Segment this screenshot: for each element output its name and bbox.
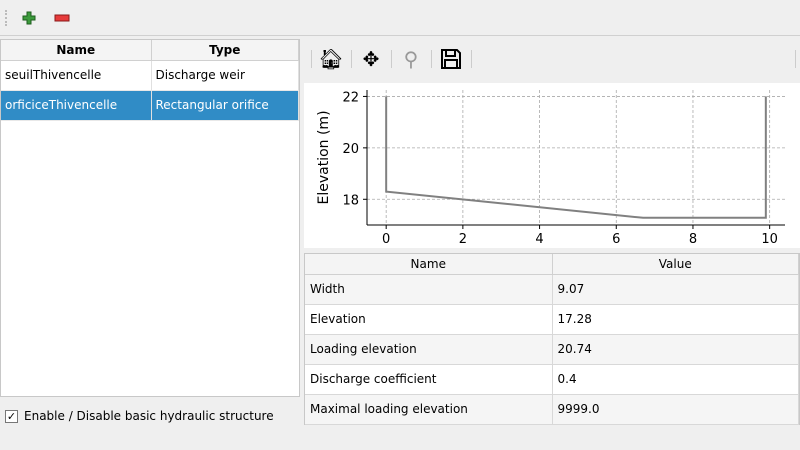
structure-name[interactable]: seuilThivencelle [1, 60, 152, 91]
column-header-name[interactable]: Name [305, 254, 553, 275]
x-tick-label: 4 [535, 232, 543, 247]
param-value[interactable]: 0.4 [552, 364, 799, 395]
main-toolbar [0, 0, 800, 36]
param-name: Elevation [305, 304, 553, 335]
x-tick-label: 6 [612, 232, 620, 247]
column-header-name[interactable]: Name [1, 40, 152, 61]
enable-checkbox[interactable]: ✓ Enable / Disable basic hydraulic struc… [5, 409, 274, 423]
x-tick-label: 8 [689, 232, 697, 247]
y-tick-label: 20 [342, 142, 359, 157]
toolbar-grip[interactable] [5, 10, 8, 26]
y-axis-label: Elevation (m) [316, 110, 332, 204]
param-value[interactable]: 17.28 [552, 304, 799, 335]
param-name: Width [305, 274, 553, 305]
y-tick-label: 18 [342, 193, 359, 208]
checkbox-check-icon[interactable]: ✓ [5, 409, 18, 423]
x-tick-label: 0 [382, 232, 390, 247]
chart-svg: 0 2 4 6 8 10 18 20 22 Elevation (m) [316, 90, 785, 247]
column-header-value[interactable]: Value [552, 254, 799, 275]
structure-name[interactable]: orficiceThivencelle [1, 90, 152, 121]
structures-table: Name Type seuilThivencelle Discharge weir … [0, 39, 300, 397]
parameters-table: Name Value Width 9.07 Elevation 17.28 Loadi… [304, 253, 800, 425]
plus-icon[interactable] [21, 10, 37, 26]
elevation-plot: 0 2 4 6 8 10 18 20 22 Elevation (m) [304, 83, 800, 248]
x-tick-label: 10 [761, 232, 778, 247]
minus-icon[interactable] [54, 10, 70, 26]
column-header-type[interactable]: Type [151, 40, 299, 61]
param-name: Loading elevation [305, 334, 553, 365]
save-icon[interactable] [439, 47, 463, 71]
pan-icon[interactable]: ✥ [362, 47, 380, 71]
enable-checkbox-label: Enable / Disable basic hydraulic structu… [24, 409, 274, 423]
param-name: Discharge coefficient [305, 364, 553, 395]
param-value[interactable]: 20.74 [552, 334, 799, 365]
zoom-icon[interactable]: ⚲ [403, 47, 419, 71]
table-row[interactable]: Maximal loading elevation 9999.0 [305, 394, 799, 425]
x-tick-label: 2 [459, 232, 467, 247]
table-row[interactable]: Loading elevation 20.74 [305, 334, 799, 365]
param-value[interactable]: 9.07 [552, 274, 799, 305]
param-name: Maximal loading elevation [305, 394, 553, 425]
table-row[interactable]: seuilThivencelle Discharge weir [1, 60, 299, 91]
param-value[interactable]: 9999.0 [552, 394, 799, 425]
structure-type[interactable]: Rectangular orifice [151, 90, 299, 121]
y-tick-label: 22 [342, 90, 359, 105]
table-row[interactable]: Width 9.07 [305, 274, 799, 305]
plot-toolbar: 🏠︎ ✥ ⚲ [305, 40, 800, 78]
table-row[interactable]: Elevation 17.28 [305, 304, 799, 335]
table-row-selected[interactable]: orficiceThivencelle Rectangular orifice [1, 90, 299, 121]
elevation-profile-line [385, 96, 767, 219]
home-icon[interactable]: 🏠︎ [318, 47, 344, 71]
table-row[interactable]: Discharge coefficient 0.4 [305, 364, 799, 395]
structure-type[interactable]: Discharge weir [151, 60, 299, 91]
